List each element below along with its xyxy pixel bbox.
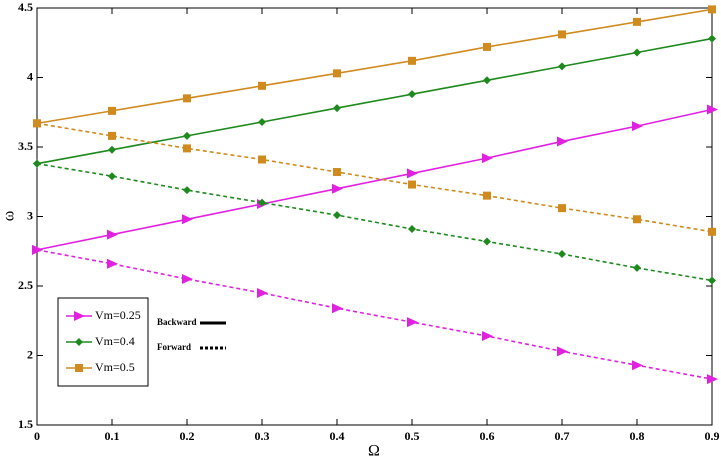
point	[707, 104, 718, 115]
point	[707, 374, 718, 385]
point	[333, 104, 341, 113]
point	[708, 276, 716, 285]
point	[407, 168, 418, 179]
point	[258, 155, 266, 164]
point	[108, 131, 116, 140]
series-line	[36, 249, 713, 380]
x-tick-label: 0.4	[330, 429, 345, 443]
point	[108, 172, 116, 181]
point	[332, 183, 343, 194]
point	[408, 90, 416, 99]
point	[257, 287, 268, 298]
x-axis-label: Ω	[368, 443, 380, 460]
point	[483, 76, 491, 85]
point	[258, 198, 266, 207]
point	[483, 42, 491, 51]
point	[483, 237, 491, 246]
point	[708, 34, 716, 43]
y-tick-label: 3	[27, 208, 33, 222]
point	[558, 62, 566, 71]
series-line	[36, 8, 713, 125]
point	[633, 263, 641, 272]
y-axis-label: ω	[1, 211, 18, 222]
point	[558, 204, 566, 213]
x-tick-label: 0.8	[630, 429, 645, 443]
point	[333, 69, 341, 78]
legend-marker	[75, 338, 83, 346]
point	[557, 346, 568, 357]
y-tick-label: 2	[27, 347, 33, 361]
point	[483, 191, 491, 200]
point	[408, 180, 416, 189]
y-tick-label: 4	[27, 69, 33, 83]
point	[633, 215, 641, 224]
legend-label: Vm=0.5	[95, 360, 135, 374]
point	[633, 48, 641, 57]
point	[108, 106, 116, 115]
x-tick-label: 0.7	[555, 429, 570, 443]
point	[557, 136, 568, 147]
point	[183, 186, 191, 195]
x-tick-label: 0.1	[105, 429, 120, 443]
point	[407, 317, 418, 328]
point	[108, 145, 116, 154]
series-line	[36, 122, 713, 233]
point	[183, 131, 191, 140]
series-line	[36, 108, 713, 251]
y-tick-label: 3.5	[18, 139, 33, 153]
point	[482, 153, 493, 164]
x-tick-label: 0.6	[480, 429, 495, 443]
point	[33, 119, 41, 128]
point	[182, 274, 193, 285]
x-tick-label: 0.2	[180, 429, 195, 443]
point	[107, 229, 118, 240]
x-tick-label: 0	[34, 429, 40, 443]
legend-marker	[74, 311, 85, 321]
point	[408, 225, 416, 234]
series-line	[36, 37, 713, 165]
y-tick-label: 1.5	[18, 417, 33, 431]
point	[183, 144, 191, 153]
series-line	[36, 162, 713, 282]
style-legend-label: Backward	[157, 317, 197, 327]
x-tick-label: 0.9	[705, 429, 720, 443]
point	[558, 30, 566, 39]
point	[258, 117, 266, 126]
point	[258, 81, 266, 90]
point	[32, 244, 43, 255]
point	[632, 360, 643, 371]
legend-label: Vm=0.4	[95, 334, 135, 348]
point	[333, 211, 341, 220]
point	[408, 56, 416, 65]
point	[183, 94, 191, 103]
point	[708, 5, 716, 14]
x-tick-label: 0.5	[405, 429, 420, 443]
point	[333, 168, 341, 177]
point	[632, 121, 643, 132]
y-tick-label: 2.5	[18, 278, 33, 292]
legend-marker	[75, 364, 83, 372]
point	[182, 214, 193, 225]
y-tick-label: 4.5	[18, 0, 33, 14]
point	[332, 303, 343, 314]
point	[633, 17, 641, 26]
point	[107, 258, 118, 269]
point	[558, 250, 566, 259]
legend-label: Vm=0.25	[95, 308, 141, 322]
point	[33, 159, 41, 168]
style-legend-label: Forward	[157, 342, 191, 352]
point	[708, 227, 716, 236]
point	[482, 331, 493, 342]
x-tick-label: 0.3	[255, 429, 270, 443]
